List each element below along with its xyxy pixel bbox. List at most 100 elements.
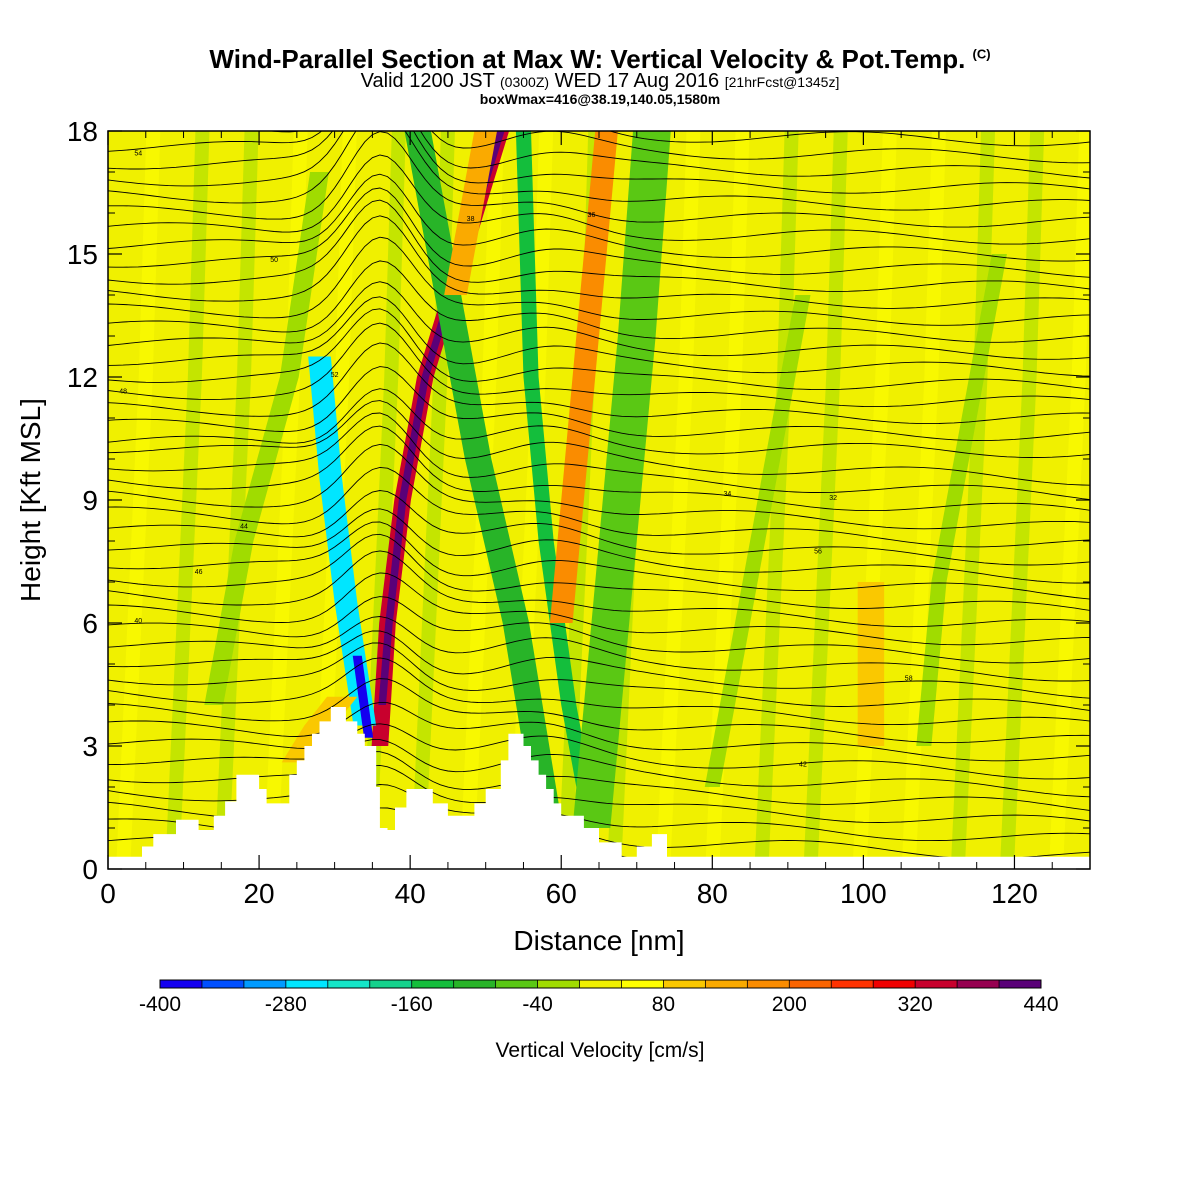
isentrope-line [108, 596, 1090, 664]
isentrope-label: 34 [724, 491, 732, 498]
isentrope-line [108, 342, 1090, 425]
y-tick-label: 9 [82, 485, 98, 516]
colorbar-swatch [243, 980, 287, 988]
plot-area: 54 50 52 48 44 46 40 38 36 34 32 56 58 42 [108, 26, 1090, 869]
field-striation [165, 131, 210, 869]
isentrope-line [108, 215, 1090, 309]
isentrope-line [108, 131, 1090, 211]
x-tick-label: 80 [697, 878, 728, 909]
isentrope-label: 32 [829, 495, 837, 502]
x-axis-label: Distance [nm] [513, 925, 684, 956]
isentrope-label: 54 [134, 151, 142, 158]
isentrope-line [108, 236, 1090, 326]
velocity-band-6 [572, 131, 671, 828]
isentrope-line [108, 466, 1090, 548]
isentrope-line [108, 616, 1090, 682]
colorbar-tick-label: -280 [265, 993, 307, 1016]
colorbar-tick-label: -160 [391, 993, 433, 1016]
isentrope-line [108, 131, 1090, 164]
velocity-band-11 [204, 172, 329, 705]
velocity-band-12 [704, 295, 811, 787]
isentrope-label: 42 [799, 762, 807, 769]
colorbar-swatch [453, 980, 497, 988]
isentrope-line [108, 443, 1090, 530]
colorbar-swatch [495, 980, 539, 988]
colorbar-tick-label: -40 [522, 993, 552, 1016]
colorbar-tick-label: 440 [1023, 993, 1058, 1016]
colorbar-swatch [747, 980, 790, 988]
x-tick-label: 120 [991, 878, 1038, 909]
isentrope-line [108, 131, 1090, 228]
isentrope-line [108, 723, 1090, 780]
isentrope-label: 46 [195, 569, 203, 576]
isentrope-line [108, 751, 1090, 811]
isentrope-line [108, 154, 1090, 245]
isentrope-label: 56 [814, 548, 822, 555]
colorbar-swatch [831, 980, 874, 988]
isentrope-line [108, 701, 1090, 762]
isentrope-line [108, 322, 1090, 408]
field-striation [214, 131, 259, 869]
x-tick-label: 20 [243, 878, 274, 909]
field-striation [999, 131, 1045, 869]
colorbar-label: Vertical Velocity [cm/s] [496, 1039, 705, 1062]
colorbar-tick-label: 80 [652, 993, 675, 1016]
isentrope-line [108, 199, 1090, 292]
colorbar-swatch [201, 980, 245, 988]
isentrope-line [108, 739, 1090, 798]
colorbar-swatch [999, 980, 1042, 988]
chart-title: Wind-Parallel Section at Max W: Vertical… [209, 44, 991, 74]
isentrope-label: 58 [905, 675, 913, 682]
colorbar-tick-label: 320 [898, 993, 933, 1016]
field-striation [656, 131, 701, 869]
isentrope-label: 48 [119, 388, 127, 395]
copyright-mark: (C) [972, 46, 991, 62]
isentrope-line [108, 173, 1090, 262]
y-axis-label: Height [Kft MSL] [15, 398, 46, 602]
isentrope-line [108, 308, 1090, 391]
isentrope-label: 50 [270, 257, 278, 264]
colorbar-swatch [915, 980, 958, 988]
x-tick-label: 0 [100, 878, 116, 909]
isentrope-line [108, 296, 1090, 377]
colorbar-tick-label: -400 [139, 993, 181, 1016]
colorbar-swatch [327, 980, 371, 988]
y-tick-label: 0 [82, 854, 98, 885]
colorbar-swatch [369, 980, 413, 988]
isentrope-line [108, 412, 1090, 501]
isentrope-line [108, 425, 1090, 512]
y-tick-label: 6 [82, 608, 98, 639]
colorbar-swatch [579, 980, 622, 988]
y-tick-label: 3 [82, 731, 98, 762]
isentrope-label: 40 [134, 618, 142, 625]
isentrope-line [108, 388, 1090, 458]
isentrope-line [108, 642, 1090, 711]
isentrope-line [108, 281, 1090, 360]
velocity-band-8 [444, 131, 498, 295]
box-info-line: boxWmax=416@38.19,140.05,1580m [479, 91, 721, 107]
isentrope-line [108, 26, 1090, 129]
colorbar: -400 -280 -160 -40 80 200 320 440 [139, 979, 1059, 1016]
colorbar-swatch [957, 980, 1000, 988]
isentrope-line [108, 764, 1090, 823]
isentrope-label: 52 [331, 372, 339, 379]
isentrope-line [108, 572, 1090, 646]
isentrope-label: 36 [588, 212, 596, 219]
isentrope-line [108, 533, 1090, 611]
x-tick-label: 100 [840, 878, 887, 909]
y-tick-label: 15 [67, 239, 98, 270]
x-tick-label: 60 [546, 878, 577, 909]
isentrope-line [108, 400, 1090, 486]
isentrope-line [108, 131, 1090, 179]
isentrope-line [108, 131, 1090, 194]
colorbar-swatch [160, 980, 203, 988]
field-striation [116, 131, 161, 869]
field-striation [803, 131, 848, 869]
velocity-band-5 [515, 131, 599, 828]
field-striation [950, 131, 996, 869]
colorbar-swatch [537, 980, 581, 988]
isentrope-label: 44 [240, 524, 248, 531]
field-striation [901, 131, 946, 869]
